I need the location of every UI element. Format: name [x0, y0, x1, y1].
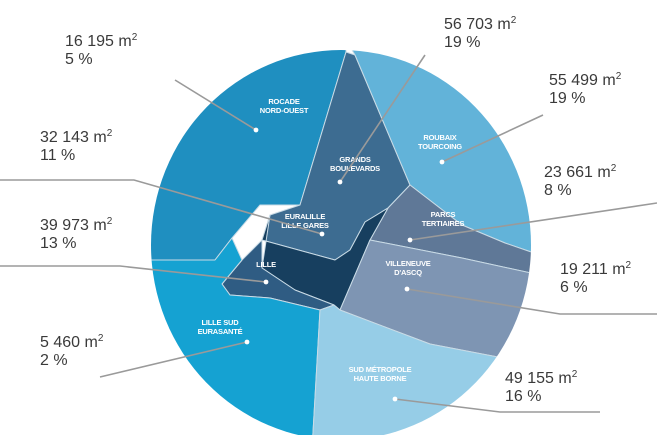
- leader-dot-rocade: [253, 127, 259, 133]
- value-label-rocade: 16 195 m2 5 %: [65, 32, 138, 68]
- area-label-roubaix: ROUBAIX TOURCOING: [418, 133, 462, 151]
- area-label-euralille: EURALILLE LILLE GARES: [281, 212, 329, 230]
- area-label-lillesud: LILLE SUD EURASANTÉ: [198, 318, 243, 336]
- value-label-parcs: 23 661 m2 8 %: [544, 163, 617, 199]
- value-label-villeneuve: 19 211 m2 6 %: [560, 260, 632, 296]
- value-label-grands: 56 703 m2 19 %: [444, 15, 517, 51]
- area-label-parcs: PARCS TERTIAIRES: [422, 210, 465, 228]
- leader-line-parcs: [409, 202, 657, 241]
- value-label-sud: 49 155 m2 16 %: [505, 369, 578, 405]
- leader-line-lillesud: [99, 341, 248, 378]
- leader-line-roubaix: [441, 114, 544, 163]
- leader-dot-lillesud: [244, 339, 250, 345]
- area-label-sud: SUD MÉTROPOLE HAUTE BORNE: [349, 365, 412, 383]
- leader-line-rocade: [174, 79, 257, 131]
- leader-dot-euralille: [319, 231, 325, 237]
- area-label-lille: LILLE: [256, 260, 276, 269]
- leader-line-lille: [0, 265, 267, 283]
- leader-dot-villeneuve: [404, 286, 410, 292]
- leader-dot-lille: [263, 279, 269, 285]
- leader-line-grands: [339, 54, 426, 183]
- leader-dot-parcs: [407, 237, 413, 243]
- area-label-rocade: ROCADE NORD-OUEST: [260, 97, 309, 115]
- district-regions: [151, 50, 531, 440]
- leader-line-sud: [394, 398, 600, 413]
- leader-line-villeneuve: [406, 288, 657, 315]
- value-label-lillesud: 5 460 m2 2 %: [40, 333, 104, 369]
- value-label-roubaix: 55 499 m2 19 %: [549, 71, 622, 107]
- value-label-euralille: 32 143 m2 11 %: [40, 128, 113, 164]
- leader-dot-sud: [392, 396, 398, 402]
- leader-line-euralille: [0, 179, 323, 235]
- area-label-villeneuve: VILLENEUVE D'ASCQ: [385, 259, 430, 277]
- leader-dot-grands: [337, 179, 343, 185]
- leader-dot-roubaix: [439, 159, 445, 165]
- value-label-lille: 39 973 m2 13 %: [40, 216, 113, 252]
